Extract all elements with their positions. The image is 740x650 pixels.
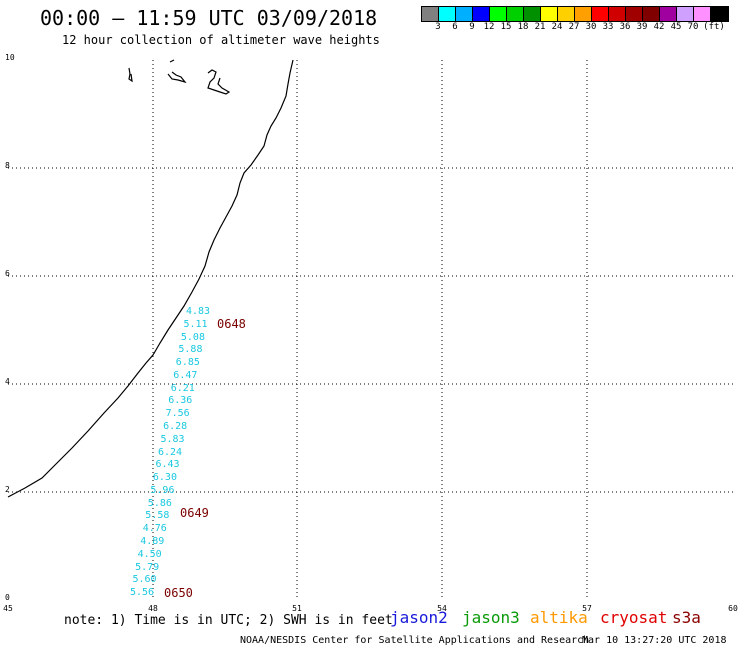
legend-swatch	[507, 7, 524, 21]
swh-reading: 6.28	[163, 421, 188, 432]
swh-reading: 6.30	[152, 472, 177, 483]
generated-timestamp: Mar 10 13:27:20 UTC 2018	[582, 635, 727, 646]
swh-reading: 5.96	[150, 484, 175, 496]
pass-time-label: 0648	[217, 317, 246, 331]
legend-swatch	[456, 7, 473, 21]
legend-swatch	[575, 7, 592, 21]
y-tick-label: 10	[5, 53, 15, 62]
x-tick-label: 57	[582, 604, 592, 613]
swh-reading: 6.36	[168, 395, 193, 407]
swh-reading: 6.43	[155, 459, 180, 471]
swh-reading: 5.83	[160, 433, 185, 445]
legend-swatch	[592, 7, 609, 21]
legend-label: 27	[568, 22, 580, 32]
legend-swatch	[473, 7, 490, 21]
legend-swatch	[439, 7, 456, 21]
swh-reading: 4.76	[142, 523, 167, 535]
y-tick-label: 8	[5, 161, 10, 170]
legend-swatch	[541, 7, 558, 21]
legend-swatch	[490, 7, 507, 21]
legend-swatch	[711, 7, 728, 21]
swh-reading: 5.58	[145, 510, 170, 522]
legend-label: 18	[517, 22, 529, 32]
swh-reading: 5.08	[180, 331, 205, 343]
x-tick-label: 51	[292, 604, 302, 613]
pass-time-label: 0649	[180, 506, 209, 520]
grid-lines	[8, 60, 735, 600]
swh-reading: 6.24	[158, 446, 183, 458]
swh-reading: 6.21	[170, 382, 195, 394]
credit-line: NOAA/NESDIS Center for Satellite Applica…	[240, 635, 590, 646]
swh-reading: 5.88	[178, 344, 203, 356]
legend-label: 6	[452, 22, 458, 32]
swh-reading: 6.47	[173, 369, 198, 381]
satellite-label-cryosat: cryosat	[600, 608, 668, 627]
y-tick-label: 2	[5, 485, 10, 494]
y-tick-label: 6	[5, 269, 10, 278]
x-tick-label: 45	[3, 604, 13, 613]
legend-label: 12	[483, 22, 495, 32]
legend-swatch	[643, 7, 660, 21]
legend-label: 70	[687, 22, 699, 32]
swh-reading: 6.85	[175, 357, 200, 369]
legend-label: (ft)	[703, 22, 725, 32]
satellite-label-altika: altika	[530, 608, 588, 627]
legend-label: 21	[534, 22, 546, 32]
chart-title: 00:00 – 11:59 UTC 03/09/2018	[40, 6, 378, 30]
swh-reading: 5.11	[183, 318, 208, 330]
satellite-label-jason3: jason3	[462, 608, 520, 627]
legend-swatch	[660, 7, 677, 21]
legend-label: 15	[500, 22, 512, 32]
legend-swatch	[694, 7, 711, 21]
legend-label: 36	[619, 22, 631, 32]
swh-reading: 7.56	[165, 408, 190, 420]
legend-swatch	[626, 7, 643, 21]
swh-reading: 5.86	[147, 497, 172, 509]
chart-subtitle: 12 hour collection of altimeter wave hei…	[62, 33, 380, 47]
legend-label: 24	[551, 22, 563, 32]
x-tick-label: 54	[437, 604, 447, 613]
x-tick-label: 60	[728, 604, 738, 613]
satellite-label-s3a: s3a	[672, 608, 701, 627]
pass-time-label: 0650	[164, 586, 193, 600]
x-tick-label: 48	[148, 604, 158, 613]
islands	[128, 59, 231, 95]
legend-label: 33	[602, 22, 614, 32]
swh-reading: 5.56	[130, 587, 155, 598]
legend-labels: 3 6 9 12 15 18 21 24 27 30 33 36 39 42 45 70 (ft)	[421, 22, 740, 34]
swh-reading: 5.79	[135, 561, 160, 573]
legend-swatch	[558, 7, 575, 21]
swh-reading: 5.60	[132, 574, 157, 586]
legend-swatch	[609, 7, 626, 21]
swh-reading: 4.50	[137, 548, 162, 560]
legend-label: 42	[653, 22, 665, 32]
footnote: note: 1) Time is in UTC; 2) SWH is in fe…	[64, 613, 393, 628]
legend-label: 9	[469, 22, 475, 32]
legend-swatch	[422, 7, 439, 21]
color-legend	[421, 6, 729, 22]
legend-label: 45	[670, 22, 682, 32]
legend-label: 30	[585, 22, 597, 32]
legend-swatch	[677, 7, 694, 21]
y-tick-label: 4	[5, 377, 10, 386]
swh-reading: 4.89	[140, 535, 165, 547]
legend-swatch	[524, 7, 541, 21]
coastline	[7, 59, 294, 498]
legend-label: 3	[435, 22, 441, 32]
legend-label: 39	[636, 22, 648, 32]
y-tick-label: 0	[5, 593, 10, 602]
swh-reading: 4.83	[186, 306, 211, 317]
satellite-label-jason2: jason2	[390, 608, 448, 627]
